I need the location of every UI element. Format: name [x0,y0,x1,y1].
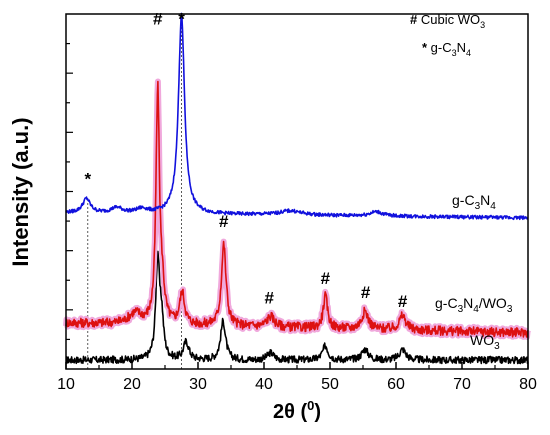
guide-lines [87,14,182,369]
x-tick-label: 50 [321,376,339,393]
series-label: g-C3N4/WO3 [435,295,513,315]
legend: # Cubic WO3 * g-C3N4 [410,12,485,58]
x-tick-label: 20 [123,376,141,393]
series-label: g-C3N4 [452,192,496,212]
series-line-wo3 [65,250,529,365]
x-axis-label-sup: 0 [307,398,314,413]
series-labels: WO3 g-C3N4/WO3 g-C3N4 [435,192,513,352]
gc3n4-peak-marker: * [84,169,91,188]
gc3n4-peak-marker: * [178,10,185,29]
series-line-g-c3n4 [65,12,529,221]
wo3-peak-marker: # [153,10,163,29]
wo3-peak-marker: # [398,292,408,311]
x-axis-label: 2θ (0) [273,398,321,423]
x-axis-ticks: 10 20 30 40 50 60 70 80 [57,362,537,393]
wo3-peak-marker: # [219,212,229,231]
peak-markers: * # * # # # # # [84,10,407,311]
x-tick-label: 40 [255,376,273,393]
wo3-peak-marker: # [265,288,275,307]
legend-item-wo3: # Cubic WO3 [410,12,485,30]
wo3-peak-marker: # [321,269,331,288]
series-layer [63,12,531,365]
series-label: WO3 [470,332,500,352]
x-tick-label: 30 [189,376,207,393]
series-line-g-c3n4-wo3 [65,80,529,338]
x-tick-label: 80 [519,376,537,393]
legend-item-gc3n4: * g-C3N4 [422,40,471,58]
x-axis-label-end: ) [314,401,321,423]
y-axis-label: Intensity (a.u.) [8,117,33,266]
x-tick-label: 70 [453,376,471,393]
x-tick-label: 60 [387,376,405,393]
y-axis-ticks [66,42,73,341]
x-axis-label-main: 2θ ( [273,401,307,423]
x-tick-label: 10 [57,376,75,393]
wo3-peak-marker: # [361,283,371,302]
